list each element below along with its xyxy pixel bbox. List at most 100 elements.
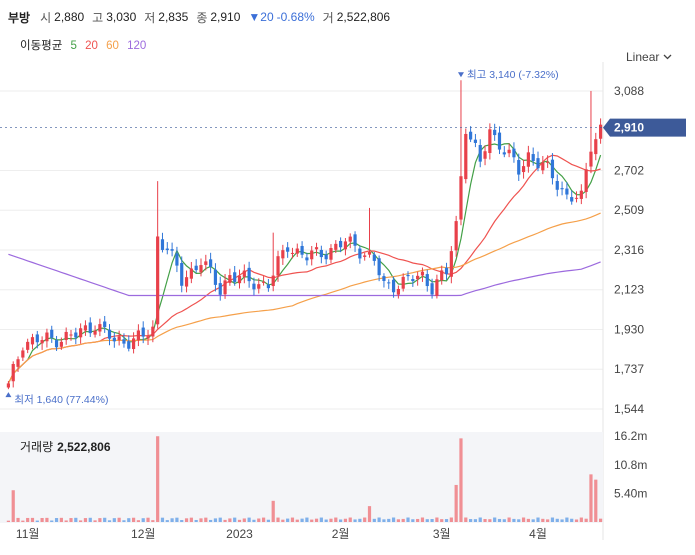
candle-body xyxy=(247,267,251,282)
volume-bar xyxy=(93,520,97,522)
volume-bar xyxy=(209,519,213,522)
candle-body xyxy=(276,256,280,276)
volume-bar xyxy=(546,519,550,522)
volume-bar xyxy=(175,517,179,522)
candle-body xyxy=(54,340,59,348)
open-value: 2,880 xyxy=(54,10,85,24)
volume-bar xyxy=(295,519,299,522)
candle-body xyxy=(266,284,270,289)
volume-bar xyxy=(21,520,25,522)
candle-body xyxy=(343,241,348,250)
candle-body xyxy=(459,176,463,220)
high-label: 고 xyxy=(92,10,104,25)
volume-bar xyxy=(281,519,285,522)
candle-body xyxy=(348,236,352,242)
volume-bar xyxy=(305,517,309,522)
candle-body xyxy=(310,250,314,260)
volume-bar xyxy=(454,484,458,522)
volume-bar xyxy=(156,436,160,522)
price-header: 부방 시 2,880 고 3,030 저 2,835 종 2,910 ▼20 -0.68%… xyxy=(8,8,398,26)
ma-title: 이동평균 xyxy=(20,40,63,52)
candle-body xyxy=(271,275,275,287)
volume-bar xyxy=(550,517,555,522)
volume-bar xyxy=(237,519,242,522)
candle-body xyxy=(295,248,299,254)
candle-body xyxy=(170,249,174,251)
volume-bar xyxy=(435,517,439,522)
candle-body xyxy=(107,329,112,339)
moving-average-legend[interactable]: 이동평균 5 20 60 120 xyxy=(20,37,151,53)
volume-bar xyxy=(64,520,68,522)
volume-bar xyxy=(117,517,121,522)
candle-body xyxy=(358,248,362,259)
x-tick-label: 3월 xyxy=(433,527,451,541)
volume-bar xyxy=(276,517,280,522)
candle-body xyxy=(531,154,535,161)
candle-body xyxy=(512,148,516,158)
high-value: 3,030 xyxy=(106,10,137,24)
volume-bar xyxy=(488,519,492,522)
volume-bar xyxy=(555,518,559,522)
volume-bar xyxy=(348,517,352,522)
ma-60[interactable]: 60 xyxy=(106,40,119,52)
volume-bar xyxy=(459,438,463,522)
candle-body xyxy=(565,188,569,195)
chevron-down-icon xyxy=(663,54,672,60)
candle-body xyxy=(26,341,30,350)
candle-body xyxy=(550,159,555,179)
volume-bar xyxy=(358,518,362,522)
candle-body xyxy=(151,326,155,337)
candle-body xyxy=(396,288,400,295)
volume-bar xyxy=(464,517,468,522)
volume-bar xyxy=(420,517,425,522)
scale-dropdown[interactable]: Linear xyxy=(626,50,672,64)
volume-bar xyxy=(286,518,290,522)
candle-body xyxy=(478,145,482,162)
volume-bar xyxy=(83,518,88,522)
candle-body xyxy=(416,275,420,280)
volume-bar xyxy=(290,517,295,522)
volume-bar xyxy=(382,519,386,522)
candle-body xyxy=(184,277,189,287)
candle-body xyxy=(209,259,213,267)
volume-bar xyxy=(444,519,449,522)
candle-body xyxy=(579,190,583,199)
volume-bar xyxy=(502,519,506,522)
candle-body xyxy=(252,283,256,290)
volume-bar xyxy=(560,519,564,522)
candle-body xyxy=(218,283,222,295)
price-tick-label: 2,123 xyxy=(614,283,644,297)
candle-body xyxy=(377,258,381,276)
candle-body xyxy=(589,151,593,167)
candle-body xyxy=(141,327,145,337)
volume-bar xyxy=(594,479,598,522)
volume-tick-label: 16.2m xyxy=(614,429,647,443)
x-tick-label: 2023 xyxy=(226,527,253,541)
volume-bar xyxy=(88,517,92,522)
volume-bar xyxy=(59,517,63,522)
candle-body xyxy=(281,250,285,259)
volume-bar xyxy=(300,518,304,522)
volume-bar xyxy=(213,518,218,522)
volume-bar xyxy=(449,517,453,522)
volume-bar xyxy=(228,518,232,522)
price-tick-label: 1,930 xyxy=(614,322,644,336)
volume-bar xyxy=(579,517,583,522)
candle-body xyxy=(257,284,261,289)
price-panel xyxy=(0,62,603,428)
ma-5[interactable]: 5 xyxy=(70,40,77,52)
ma-20[interactable]: 20 xyxy=(85,40,98,52)
ma-120[interactable]: 120 xyxy=(127,40,147,52)
candle-body xyxy=(507,149,511,154)
ma-120-line xyxy=(8,253,601,297)
volume-bar xyxy=(26,517,30,522)
price-tick-label: 2,702 xyxy=(614,163,644,177)
volume-bar xyxy=(180,520,184,522)
candle-body xyxy=(382,276,386,281)
low-label: 저 xyxy=(144,10,156,25)
candle-body xyxy=(35,334,39,343)
volume-bar xyxy=(440,519,444,522)
candle-body xyxy=(117,336,121,340)
volume-bar xyxy=(69,518,73,522)
